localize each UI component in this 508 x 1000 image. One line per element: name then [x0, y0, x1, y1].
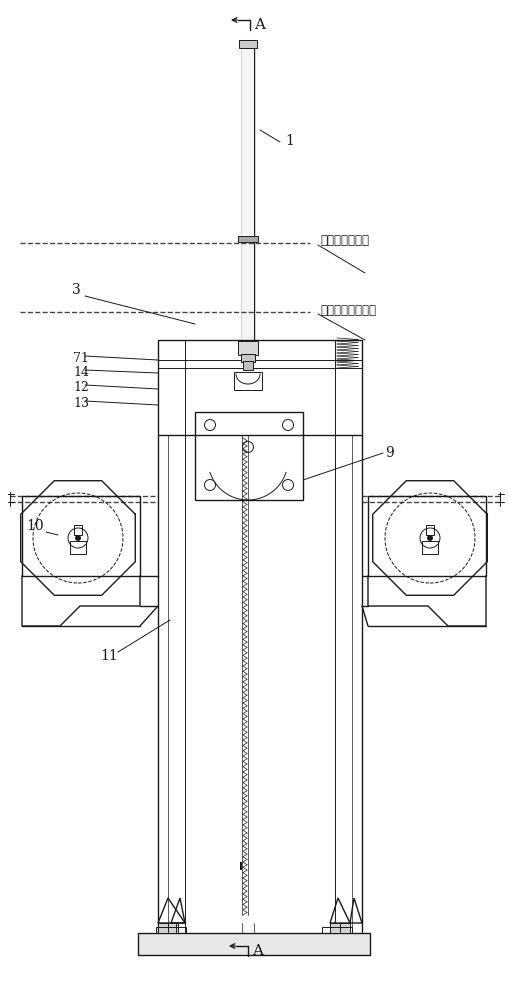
Bar — [156, 927, 186, 933]
Bar — [241, 354, 255, 362]
Bar — [238, 341, 258, 355]
Text: 输送机理论带面: 输送机理论带面 — [320, 234, 369, 247]
Text: 11: 11 — [100, 649, 118, 663]
Bar — [70, 541, 86, 554]
Text: 输送机中间架顶面: 输送机中间架顶面 — [320, 304, 376, 316]
Bar — [74, 525, 82, 535]
Bar — [422, 541, 438, 554]
Text: 9: 9 — [385, 446, 394, 460]
Text: 71: 71 — [73, 352, 89, 365]
Text: 1: 1 — [285, 134, 294, 148]
Bar — [243, 361, 253, 370]
Text: 14: 14 — [73, 366, 89, 379]
Bar — [158, 923, 178, 933]
Circle shape — [427, 535, 433, 541]
Bar — [240, 862, 242, 870]
Bar — [242, 40, 254, 340]
Bar — [158, 340, 362, 435]
Bar — [426, 525, 434, 535]
Bar — [195, 412, 303, 500]
Bar — [238, 236, 258, 242]
Text: 12: 12 — [73, 381, 89, 394]
Text: 3: 3 — [72, 283, 81, 297]
Bar — [239, 40, 257, 48]
Bar — [330, 923, 350, 933]
Circle shape — [75, 535, 81, 541]
Bar — [234, 372, 262, 390]
Bar — [368, 496, 486, 576]
Bar — [138, 933, 370, 955]
Text: A: A — [254, 18, 265, 32]
Text: 13: 13 — [73, 397, 89, 410]
Text: A: A — [252, 944, 263, 958]
Bar — [322, 927, 352, 933]
Text: 10: 10 — [26, 519, 44, 533]
Bar — [22, 496, 140, 576]
